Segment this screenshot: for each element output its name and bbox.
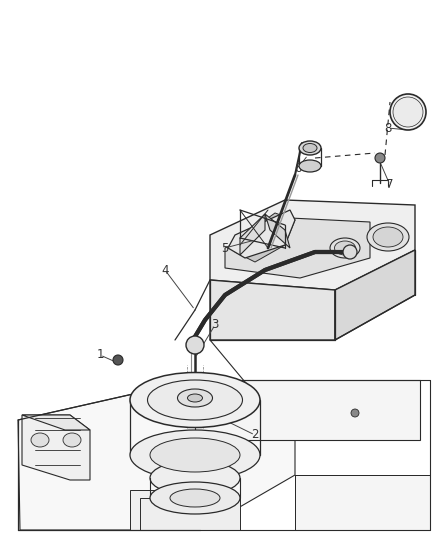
Polygon shape: [235, 213, 295, 262]
Ellipse shape: [367, 223, 409, 251]
Text: 2: 2: [251, 429, 259, 441]
Polygon shape: [240, 214, 265, 255]
Ellipse shape: [63, 433, 81, 447]
Circle shape: [375, 153, 385, 163]
Polygon shape: [228, 210, 295, 258]
Text: 1: 1: [96, 349, 104, 361]
Circle shape: [343, 245, 357, 259]
Ellipse shape: [150, 461, 240, 496]
Polygon shape: [22, 415, 90, 480]
Ellipse shape: [299, 141, 321, 155]
Circle shape: [113, 355, 123, 365]
Text: 5: 5: [221, 241, 229, 254]
Polygon shape: [335, 250, 415, 340]
Ellipse shape: [303, 143, 317, 152]
Ellipse shape: [177, 389, 212, 407]
Ellipse shape: [150, 482, 240, 514]
Polygon shape: [210, 200, 415, 290]
Ellipse shape: [130, 373, 260, 427]
Circle shape: [351, 409, 359, 417]
Polygon shape: [18, 380, 295, 530]
Text: 4: 4: [161, 263, 169, 277]
Ellipse shape: [148, 380, 243, 420]
Polygon shape: [195, 380, 420, 440]
Ellipse shape: [187, 394, 202, 402]
Ellipse shape: [150, 438, 240, 472]
Circle shape: [186, 336, 204, 354]
Ellipse shape: [299, 160, 321, 172]
Text: 7: 7: [386, 179, 394, 191]
Ellipse shape: [31, 433, 49, 447]
Ellipse shape: [330, 238, 360, 258]
Text: 8: 8: [384, 122, 392, 134]
Text: 6: 6: [294, 161, 302, 174]
Circle shape: [390, 94, 426, 130]
Ellipse shape: [170, 489, 220, 507]
Ellipse shape: [373, 227, 403, 247]
Polygon shape: [210, 280, 335, 340]
Polygon shape: [130, 490, 230, 530]
Polygon shape: [265, 214, 290, 248]
Polygon shape: [140, 498, 240, 530]
Polygon shape: [225, 218, 370, 278]
Polygon shape: [22, 415, 90, 430]
Ellipse shape: [335, 241, 356, 255]
Circle shape: [393, 97, 423, 127]
Polygon shape: [295, 475, 430, 530]
Text: 3: 3: [211, 319, 219, 332]
Ellipse shape: [130, 430, 260, 480]
